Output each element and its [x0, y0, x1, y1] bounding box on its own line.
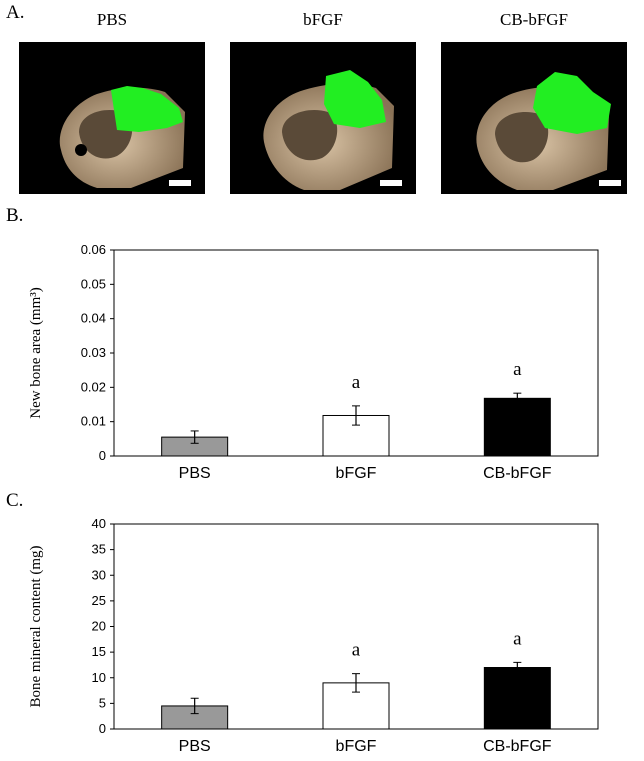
significance-label: a [513, 359, 522, 380]
panel-c-letter: C. [6, 490, 24, 511]
category-label: PBS [179, 738, 211, 755]
category-label: bFGF [336, 738, 377, 755]
panel-a-letter: A. [6, 2, 25, 23]
y-tick-label: 10 [92, 670, 106, 685]
category-label: CB-bFGF [483, 465, 552, 482]
image-title-bfgf: bFGF [303, 10, 343, 29]
y-tick-label: 25 [92, 593, 106, 608]
image-title-pbs: PBS [96, 10, 128, 29]
image-title-cb-bfgf: CB-bFGF [499, 10, 569, 29]
y-tick-label: 0 [99, 448, 106, 463]
significance-label: a [352, 372, 361, 393]
microct-image-pbs [19, 42, 205, 194]
significance-label: a [352, 640, 361, 661]
scale-bar [599, 180, 621, 186]
scale-bar [169, 180, 191, 186]
y-tick-label: 0.01 [81, 414, 106, 429]
bone-cavity [495, 112, 549, 163]
y-tick-label: 15 [92, 644, 106, 659]
y-axis-label: New bone area (mm³) [28, 287, 44, 419]
y-tick-label: 40 [92, 516, 106, 531]
y-tick-label: 0 [99, 721, 106, 736]
y-tick-label: 0.05 [81, 276, 106, 291]
microct-image-cb-bfgf [441, 42, 627, 194]
y-tick-label: 20 [92, 619, 106, 634]
significance-label: a [513, 628, 522, 649]
bar [483, 667, 551, 730]
y-tick-label: 0.02 [81, 379, 106, 394]
bar [483, 397, 551, 457]
category-label: bFGF [336, 465, 377, 482]
y-tick-label: 0.04 [81, 311, 106, 326]
new-bone-region [533, 72, 611, 134]
panel-b-letter: B. [6, 205, 24, 226]
category-label: PBS [179, 465, 211, 482]
chart-bone-mineral-content: 0 5 10 15 20 25 30 35 40 Bone mineral content (mg… [28, 516, 599, 755]
chart-new-bone-area: 0 0.01 0.02 0.03 0.04 0.05 0.06 New bone area (… [28, 242, 599, 482]
new-bone-region [111, 86, 183, 132]
y-tick-label: 30 [92, 567, 106, 582]
scale-bar [380, 180, 402, 186]
y-tick-label: 0.06 [81, 242, 106, 257]
y-tick-label: 35 [92, 542, 106, 557]
bone-cavity [282, 110, 338, 161]
microct-image-bfgf [230, 42, 416, 194]
y-tick-label: 0.03 [81, 345, 106, 360]
new-bone-region [324, 70, 386, 128]
y-tick-label: 5 [99, 695, 106, 710]
y-axis-label: Bone mineral content (mg) [28, 545, 44, 707]
category-label: CB-bFGF [483, 738, 552, 755]
